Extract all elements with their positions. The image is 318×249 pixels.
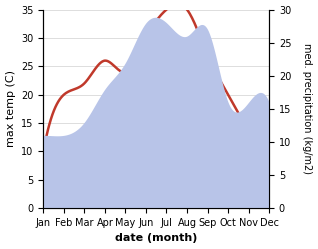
Y-axis label: med. precipitation (kg/m2): med. precipitation (kg/m2) (302, 43, 313, 174)
X-axis label: date (month): date (month) (115, 234, 197, 244)
Y-axis label: max temp (C): max temp (C) (5, 70, 16, 147)
